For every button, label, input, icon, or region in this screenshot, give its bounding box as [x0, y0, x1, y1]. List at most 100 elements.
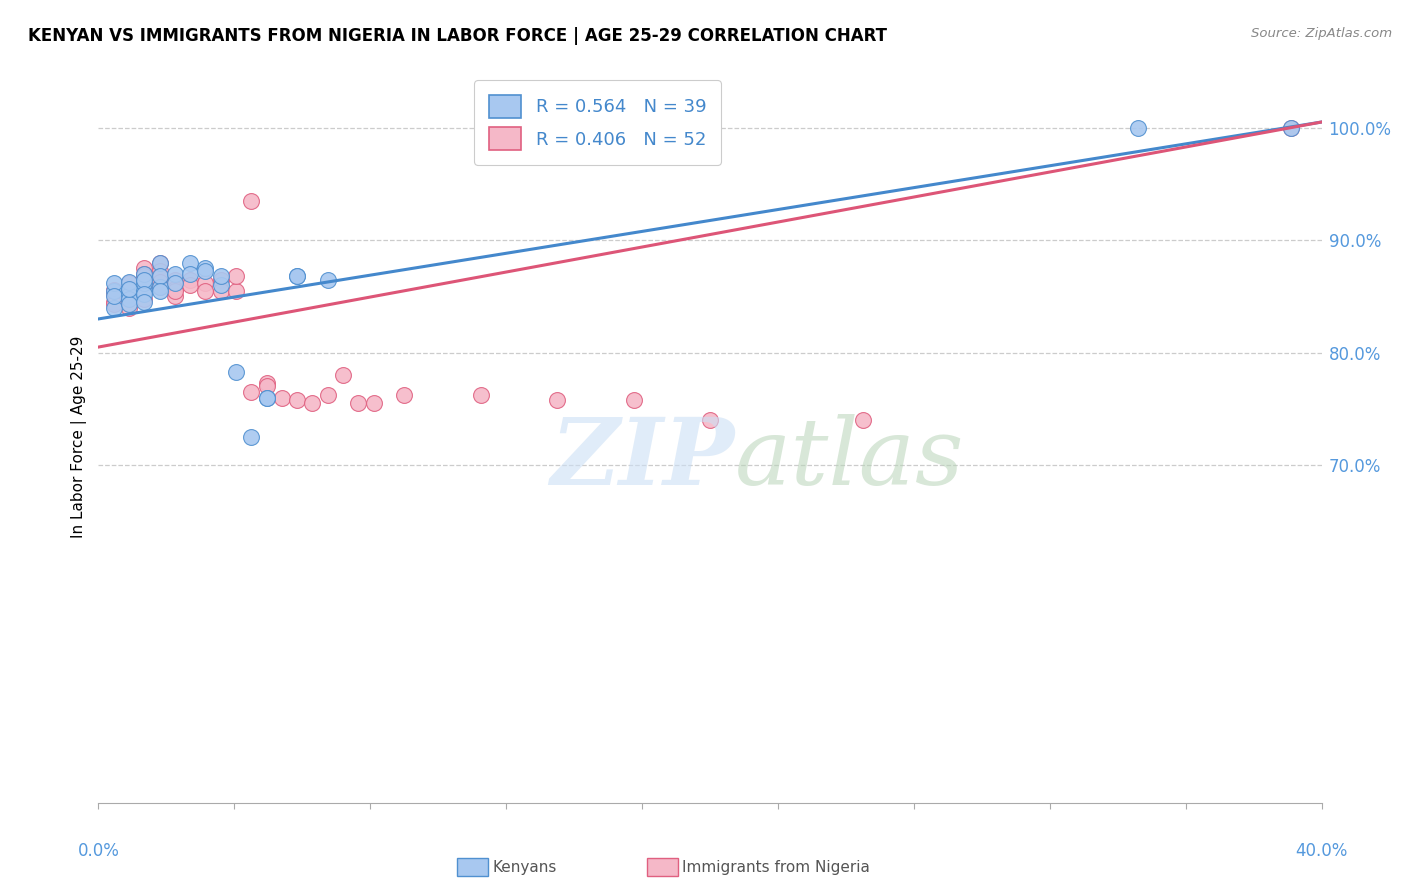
Point	[194, 263, 217, 277]
Point	[149, 280, 172, 294]
Point	[225, 365, 247, 379]
Point	[149, 275, 172, 289]
Point	[163, 281, 186, 295]
Text: 0.0%: 0.0%	[77, 842, 120, 860]
Point	[301, 396, 323, 410]
Point	[163, 284, 186, 298]
Point	[699, 413, 721, 427]
Point	[118, 292, 141, 306]
Point	[179, 255, 201, 269]
Point	[134, 261, 156, 276]
Legend: R = 0.564   N = 39, R = 0.406   N = 52: R = 0.564 N = 39, R = 0.406 N = 52	[474, 80, 721, 165]
Point	[134, 272, 156, 286]
Point	[103, 295, 125, 310]
Point	[363, 396, 385, 410]
Point	[1128, 120, 1150, 135]
Point	[149, 269, 172, 284]
Text: Source: ZipAtlas.com: Source: ZipAtlas.com	[1251, 27, 1392, 40]
Point	[134, 267, 156, 281]
Point	[103, 283, 125, 297]
Point	[149, 255, 172, 269]
Point	[134, 284, 156, 298]
Point	[1279, 120, 1302, 135]
Point	[149, 284, 172, 298]
Point	[103, 289, 125, 303]
Point	[285, 269, 308, 284]
Point	[118, 297, 141, 311]
Point	[103, 284, 125, 298]
Point	[852, 413, 875, 427]
Point	[225, 284, 247, 298]
Point	[103, 287, 125, 301]
Point	[118, 283, 141, 297]
Point	[134, 267, 156, 281]
Point	[209, 272, 232, 286]
Point	[103, 297, 125, 311]
Point	[194, 284, 217, 298]
Point	[134, 287, 156, 301]
Point	[194, 276, 217, 290]
Point	[118, 276, 141, 290]
Point	[103, 301, 125, 315]
Point	[240, 385, 263, 400]
Point	[392, 388, 416, 402]
Point	[285, 392, 308, 407]
Point	[256, 391, 278, 405]
Point	[134, 292, 156, 306]
Point	[607, 120, 630, 135]
Point	[118, 301, 141, 315]
Point	[623, 392, 645, 407]
Point	[209, 278, 232, 293]
Point	[118, 283, 141, 297]
Point	[546, 392, 568, 407]
Point	[270, 391, 294, 405]
Point	[316, 272, 339, 286]
Point	[256, 391, 278, 405]
Point	[118, 288, 141, 302]
Point	[118, 292, 141, 306]
Point	[179, 272, 201, 286]
Point	[149, 269, 172, 284]
Point	[256, 379, 278, 393]
Text: atlas: atlas	[734, 414, 965, 504]
Point	[470, 388, 492, 402]
Point	[209, 269, 232, 284]
Point	[256, 376, 278, 390]
Point	[118, 281, 141, 295]
Point	[118, 284, 141, 298]
Point	[316, 388, 339, 402]
Point	[163, 267, 186, 281]
Point	[163, 289, 186, 303]
Text: Immigrants from Nigeria: Immigrants from Nigeria	[682, 860, 870, 874]
Point	[118, 275, 141, 289]
Point	[149, 255, 172, 269]
Point	[134, 276, 156, 290]
Point	[179, 278, 201, 293]
Point	[194, 261, 217, 276]
Point	[332, 368, 354, 383]
Point	[134, 269, 156, 284]
Text: KENYAN VS IMMIGRANTS FROM NIGERIA IN LABOR FORCE | AGE 25-29 CORRELATION CHART: KENYAN VS IMMIGRANTS FROM NIGERIA IN LAB…	[28, 27, 887, 45]
Y-axis label: In Labor Force | Age 25-29: In Labor Force | Age 25-29	[72, 336, 87, 538]
Point	[134, 284, 156, 298]
Point	[163, 276, 186, 290]
Point	[668, 120, 690, 135]
Text: Kenyans: Kenyans	[492, 860, 557, 874]
Point	[285, 269, 308, 284]
Point	[225, 269, 247, 284]
Text: ZIP: ZIP	[550, 414, 734, 504]
Point	[240, 194, 263, 208]
Point	[149, 280, 172, 294]
Point	[134, 276, 156, 290]
Point	[103, 276, 125, 290]
Point	[347, 396, 370, 410]
Point	[118, 289, 141, 303]
Point	[149, 263, 172, 277]
Point	[240, 430, 263, 444]
Point	[134, 295, 156, 310]
Point	[209, 284, 232, 298]
Text: 40.0%: 40.0%	[1295, 842, 1348, 860]
Point	[1279, 120, 1302, 135]
Point	[179, 267, 201, 281]
Point	[134, 280, 156, 294]
